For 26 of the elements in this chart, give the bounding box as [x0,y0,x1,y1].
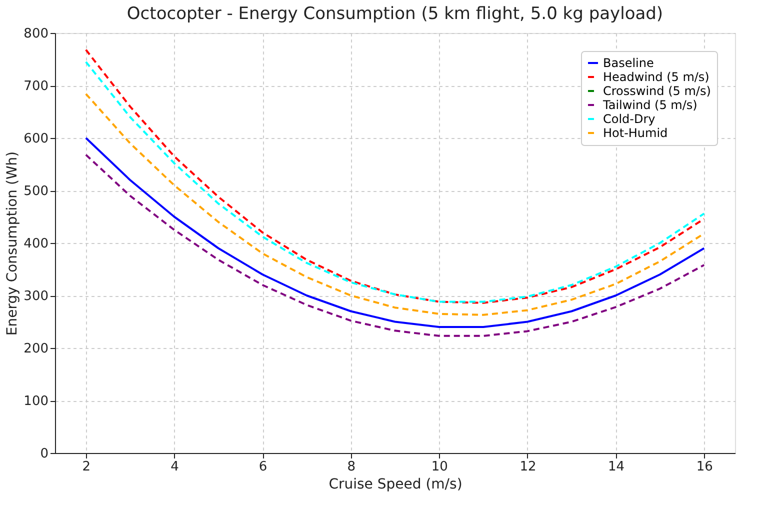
y-tick-label: 100 [24,394,48,409]
y-tick-label: 300 [24,289,48,304]
y-tick-label: 200 [24,342,48,356]
x-tick-label: 12 [520,460,536,474]
x-tick-label: 14 [608,460,625,474]
y-tick-label: 800 [24,26,48,42]
x-tick-label: 2 [82,460,91,474]
x-tick-label: 16 [696,460,713,474]
x-tick-label: 8 [347,460,356,474]
legend-label: Crosswind (5 m/s) [603,84,711,98]
y-tick-label: 600 [24,132,48,146]
y-axis-title: Energy Consumption (Wh) [4,151,21,336]
legend-label: Baseline [603,56,654,70]
legend-label: Tailwind (5 m/s) [602,98,698,112]
x-tick-label: 4 [170,460,179,474]
y-tick-label: 500 [24,184,48,199]
legend-label: Hot-Humid [603,126,668,140]
chart-title: Octocopter - Energy Consumption (5 km flight, 5.0 kg payload) [126,4,664,24]
x-axis-title: Cruise Speed (m/s) [328,476,462,492]
x-tick-label: 6 [258,460,268,474]
legend-label: Cold-Dry [603,112,656,126]
legend-label: Headwind (5 m/s) [603,70,710,84]
y-tick-label: 700 [24,79,48,94]
y-tick-label: 0 [40,446,48,462]
x-tick-label: 10 [431,460,448,474]
y-tick-label: 400 [24,236,48,252]
